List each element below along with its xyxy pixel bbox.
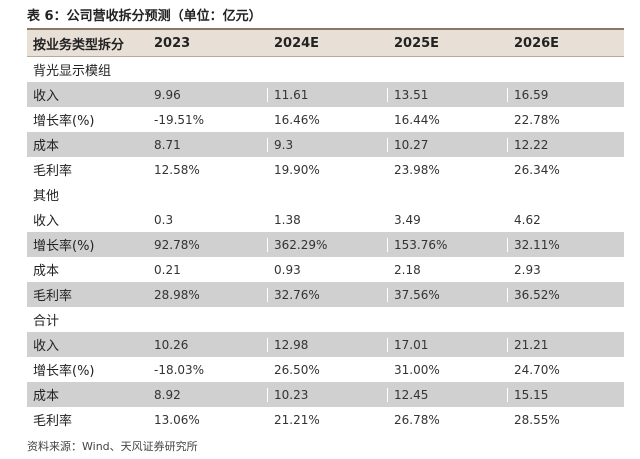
table-cell: 12.45 — [388, 387, 508, 402]
table-row: 增长率(%) -19.51% 16.46% 16.44% 22.78% — [27, 107, 624, 132]
header-cell-2024e: 2024E — [274, 35, 320, 51]
table-cell: 37.56% — [388, 287, 508, 302]
table-cell: 32.76% — [268, 287, 388, 302]
table-cell: 31.00% — [394, 362, 440, 377]
table-header-row: 按业务类型拆分 2023 2024E 2025E 2026E — [27, 28, 624, 57]
table-cell: 36.52% — [514, 287, 560, 302]
source-note: 资料来源：Wind、天风证券研究所 — [27, 440, 198, 453]
table-title: 表 6：公司营收拆分预测（单位：亿元） — [27, 9, 262, 24]
table-cell: 10.26 — [148, 337, 268, 352]
table-cell: 92.78% — [148, 237, 268, 252]
table-cell: 28.55% — [514, 412, 560, 427]
row-label: 成本 — [33, 264, 60, 279]
table-row: 收入 0.3 1.38 3.49 4.62 — [27, 207, 624, 232]
table-cell: 16.44% — [394, 112, 440, 127]
table-cell: 22.78% — [514, 112, 560, 127]
table-cell: 9.96 — [148, 87, 268, 102]
table-row: 收入 9.96 11.61 13.51 16.59 — [27, 82, 624, 107]
header-cell-2023: 2023 — [154, 35, 191, 51]
table-cell: 153.76% — [388, 237, 508, 252]
table-cell: 12.22 — [514, 137, 549, 152]
table-body: 背光显示模组 收入 9.96 11.61 13.51 16.59 增长率(%) -19.51%… — [27, 57, 624, 432]
table-cell: 0.93 — [274, 262, 301, 277]
table-row: 增长率(%) 92.78% 362.29% 153.76% 32.11% — [27, 232, 624, 257]
table-cell: 32.11% — [514, 237, 560, 252]
table-cell: 19.90% — [274, 162, 320, 177]
table-row: 成本 8.71 9.3 10.27 12.22 — [27, 132, 624, 157]
row-label: 收入 — [33, 89, 60, 104]
table-cell: 17.01 — [388, 337, 508, 352]
table-cell: 26.78% — [394, 412, 440, 427]
table-cell: 11.61 — [268, 87, 388, 102]
row-label: 毛利率 — [33, 414, 73, 429]
row-label: 毛利率 — [33, 164, 73, 179]
table-cell: 2.18 — [394, 262, 421, 277]
section-label: 合计 — [33, 314, 60, 329]
table-cell: 21.21 — [514, 337, 549, 352]
table-row: 收入 10.26 12.98 17.01 21.21 — [27, 332, 624, 357]
row-label: 增长率(%) — [33, 114, 95, 129]
row-label: 增长率(%) — [33, 364, 95, 379]
table-cell: 26.34% — [514, 162, 560, 177]
section-label: 背光显示模组 — [33, 64, 112, 79]
table-cell: 12.58% — [154, 162, 200, 177]
table-cell: 24.70% — [514, 362, 560, 377]
row-label: 成本 — [33, 139, 60, 154]
table-cell: 23.98% — [394, 162, 440, 177]
table-cell: -19.51% — [154, 112, 205, 127]
section-header-row: 其他 — [27, 182, 624, 207]
table-cell: 1.38 — [274, 212, 301, 227]
table-cell: 26.50% — [274, 362, 320, 377]
table-cell: 8.92 — [148, 387, 268, 402]
table-cell: 13.06% — [154, 412, 200, 427]
row-label: 毛利率 — [33, 289, 73, 304]
table-cell: 2.93 — [514, 262, 541, 277]
table-cell: 10.27 — [388, 137, 508, 152]
table-cell: -18.03% — [154, 362, 205, 377]
header-cell-category: 按业务类型拆分 — [33, 37, 125, 53]
table-cell: 0.21 — [154, 262, 181, 277]
table-cell: 12.98 — [268, 337, 388, 352]
table-cell: 9.3 — [268, 137, 388, 152]
row-label: 收入 — [33, 339, 60, 354]
table-cell: 10.23 — [268, 387, 388, 402]
table-cell: 16.59 — [514, 87, 549, 102]
table-row: 增长率(%) -18.03% 26.50% 31.00% 24.70% — [27, 357, 624, 382]
row-label: 收入 — [33, 214, 60, 229]
header-cell-2026e: 2026E — [514, 35, 560, 51]
row-label: 增长率(%) — [33, 239, 95, 254]
header-cell-2025e: 2025E — [394, 35, 440, 51]
table-cell: 8.71 — [148, 137, 268, 152]
table-row: 毛利率 13.06% 21.21% 26.78% 28.55% — [27, 407, 624, 432]
table-cell: 3.49 — [394, 212, 421, 227]
section-header-row: 合计 — [27, 307, 624, 332]
table-row: 毛利率 28.98% 32.76% 37.56% 36.52% — [27, 282, 624, 307]
table-row: 毛利率 12.58% 19.90% 23.98% 26.34% — [27, 157, 624, 182]
table-cell: 28.98% — [148, 287, 268, 302]
table-cell: 4.62 — [514, 212, 541, 227]
revenue-forecast-table: 按业务类型拆分 2023 2024E 2025E 2026E 背光显示模组 收入 9… — [27, 28, 624, 432]
section-header-row: 背光显示模组 — [27, 57, 624, 82]
section-label: 其他 — [33, 189, 60, 204]
table-cell: 362.29% — [268, 237, 388, 252]
table-cell: 16.46% — [274, 112, 320, 127]
table-cell: 15.15 — [514, 387, 549, 402]
table-cell: 0.3 — [154, 212, 174, 227]
table-row: 成本 0.21 0.93 2.18 2.93 — [27, 257, 624, 282]
table-cell: 13.51 — [388, 87, 508, 102]
table-row: 成本 8.92 10.23 12.45 15.15 — [27, 382, 624, 407]
row-label: 成本 — [33, 389, 60, 404]
table-cell: 21.21% — [274, 412, 320, 427]
